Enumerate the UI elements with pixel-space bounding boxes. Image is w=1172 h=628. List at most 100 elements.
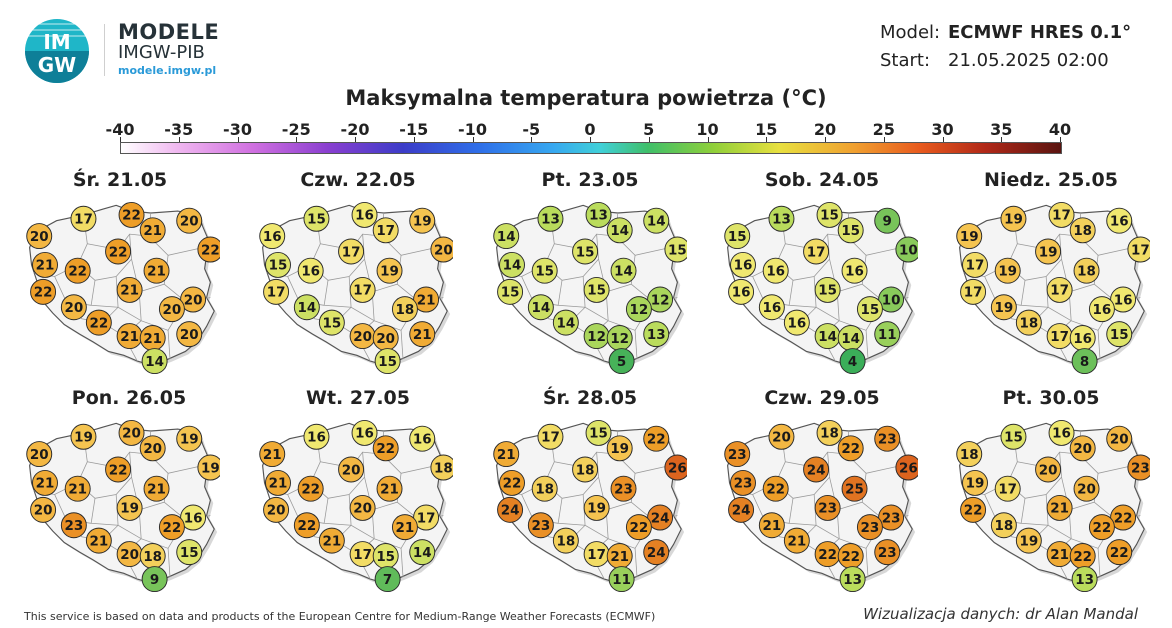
temperature-marker[interactable] bbox=[643, 425, 670, 452]
temperature-marker[interactable] bbox=[1046, 276, 1073, 303]
temperature-marker[interactable] bbox=[552, 309, 579, 336]
temperature-marker[interactable] bbox=[990, 294, 1017, 321]
temperature-marker[interactable] bbox=[728, 278, 755, 305]
temperature-marker[interactable] bbox=[728, 496, 755, 523]
temperature-marker[interactable] bbox=[374, 566, 401, 593]
temperature-marker[interactable] bbox=[1106, 425, 1133, 452]
temperature-marker[interactable] bbox=[1048, 419, 1075, 446]
temperature-marker[interactable] bbox=[372, 217, 399, 244]
temperature-marker[interactable] bbox=[814, 276, 841, 303]
temperature-marker[interactable] bbox=[376, 257, 403, 284]
temperature-marker[interactable] bbox=[1035, 456, 1062, 483]
temperature-marker[interactable] bbox=[60, 294, 87, 321]
temperature-marker[interactable] bbox=[1073, 475, 1100, 502]
temperature-marker[interactable] bbox=[816, 419, 843, 446]
temperature-marker[interactable] bbox=[841, 475, 868, 502]
temperature-marker[interactable] bbox=[372, 435, 399, 462]
temperature-marker[interactable] bbox=[197, 454, 220, 481]
temperature-marker[interactable] bbox=[730, 469, 756, 496]
temperature-marker[interactable] bbox=[143, 257, 170, 284]
temperature-marker[interactable] bbox=[960, 278, 987, 305]
temperature-marker[interactable] bbox=[409, 425, 436, 452]
temperature-marker[interactable] bbox=[837, 217, 864, 244]
temperature-marker[interactable] bbox=[1015, 527, 1042, 554]
temperature-marker[interactable] bbox=[608, 348, 635, 375]
temperature-marker[interactable] bbox=[962, 251, 988, 278]
temperature-marker[interactable] bbox=[338, 456, 365, 483]
temperature-marker[interactable] bbox=[874, 539, 901, 566]
temperature-marker[interactable] bbox=[303, 205, 330, 232]
temperature-marker[interactable] bbox=[259, 223, 286, 250]
temperature-marker[interactable] bbox=[768, 423, 795, 450]
temperature-marker[interactable] bbox=[783, 527, 810, 554]
temperature-marker[interactable] bbox=[64, 257, 91, 284]
temperature-marker[interactable] bbox=[1106, 321, 1133, 348]
temperature-marker[interactable] bbox=[610, 257, 637, 284]
temperature-marker[interactable] bbox=[643, 321, 670, 348]
temperature-marker[interactable] bbox=[1127, 454, 1150, 481]
temperature-marker[interactable] bbox=[430, 236, 453, 263]
temperature-marker[interactable] bbox=[1071, 566, 1098, 593]
temperature-marker[interactable] bbox=[531, 257, 558, 284]
temperature-marker[interactable] bbox=[990, 512, 1017, 539]
temperature-marker[interactable] bbox=[118, 201, 145, 228]
temperature-marker[interactable] bbox=[70, 205, 97, 232]
temperature-marker[interactable] bbox=[758, 512, 785, 539]
temperature-marker[interactable] bbox=[762, 475, 789, 502]
temperature-marker[interactable] bbox=[537, 423, 564, 450]
temperature-marker[interactable] bbox=[837, 435, 864, 462]
temperature-marker[interactable] bbox=[839, 566, 866, 593]
temperature-marker[interactable] bbox=[874, 321, 901, 348]
temperature-marker[interactable] bbox=[814, 494, 841, 521]
temperature-marker[interactable] bbox=[1106, 539, 1133, 566]
temperature-marker[interactable] bbox=[349, 494, 376, 521]
temperature-marker[interactable] bbox=[572, 238, 599, 265]
temperature-marker[interactable] bbox=[293, 512, 320, 539]
temperature-marker[interactable] bbox=[583, 494, 610, 521]
temperature-marker[interactable] bbox=[816, 201, 843, 228]
temperature-marker[interactable] bbox=[259, 441, 286, 468]
temperature-marker[interactable] bbox=[176, 539, 203, 566]
temperature-marker[interactable] bbox=[158, 296, 185, 323]
temperature-marker[interactable] bbox=[1069, 435, 1096, 462]
temperature-marker[interactable] bbox=[351, 201, 378, 228]
temperature-marker[interactable] bbox=[176, 207, 203, 234]
temperature-marker[interactable] bbox=[856, 296, 883, 323]
temperature-marker[interactable] bbox=[730, 251, 756, 278]
temperature-marker[interactable] bbox=[531, 475, 558, 502]
temperature-marker[interactable] bbox=[994, 475, 1021, 502]
temperature-marker[interactable] bbox=[158, 514, 185, 541]
temperature-marker[interactable] bbox=[116, 276, 143, 303]
temperature-marker[interactable] bbox=[1073, 257, 1100, 284]
temperature-marker[interactable] bbox=[856, 514, 883, 541]
temperature-marker[interactable] bbox=[263, 278, 290, 305]
temperature-marker[interactable] bbox=[391, 514, 418, 541]
temperature-marker[interactable] bbox=[409, 207, 436, 234]
temperature-marker[interactable] bbox=[297, 257, 324, 284]
temperature-marker[interactable] bbox=[585, 201, 612, 228]
temperature-marker[interactable] bbox=[664, 236, 687, 263]
temperature-marker[interactable] bbox=[1046, 494, 1073, 521]
temperature-marker[interactable] bbox=[724, 223, 751, 250]
temperature-marker[interactable] bbox=[374, 348, 401, 375]
temperature-marker[interactable] bbox=[803, 238, 830, 265]
temperature-marker[interactable] bbox=[176, 321, 203, 348]
temperature-marker[interactable] bbox=[1127, 236, 1150, 263]
temperature-marker[interactable] bbox=[499, 251, 525, 278]
temperature-marker[interactable] bbox=[895, 236, 918, 263]
temperature-marker[interactable] bbox=[105, 456, 132, 483]
temperature-marker[interactable] bbox=[1071, 348, 1098, 375]
temperature-marker[interactable] bbox=[493, 223, 520, 250]
temperature-marker[interactable] bbox=[895, 454, 918, 481]
temperature-marker[interactable] bbox=[139, 435, 166, 462]
temperature-marker[interactable] bbox=[643, 539, 670, 566]
temperature-marker[interactable] bbox=[527, 294, 554, 321]
temperature-marker[interactable] bbox=[1106, 207, 1133, 234]
temperature-marker[interactable] bbox=[1088, 514, 1115, 541]
temperature-marker[interactable] bbox=[26, 223, 53, 250]
temperature-marker[interactable] bbox=[994, 257, 1021, 284]
temperature-marker[interactable] bbox=[956, 441, 983, 468]
temperature-marker[interactable] bbox=[32, 469, 58, 496]
temperature-marker[interactable] bbox=[552, 527, 579, 554]
temperature-marker[interactable] bbox=[391, 296, 418, 323]
